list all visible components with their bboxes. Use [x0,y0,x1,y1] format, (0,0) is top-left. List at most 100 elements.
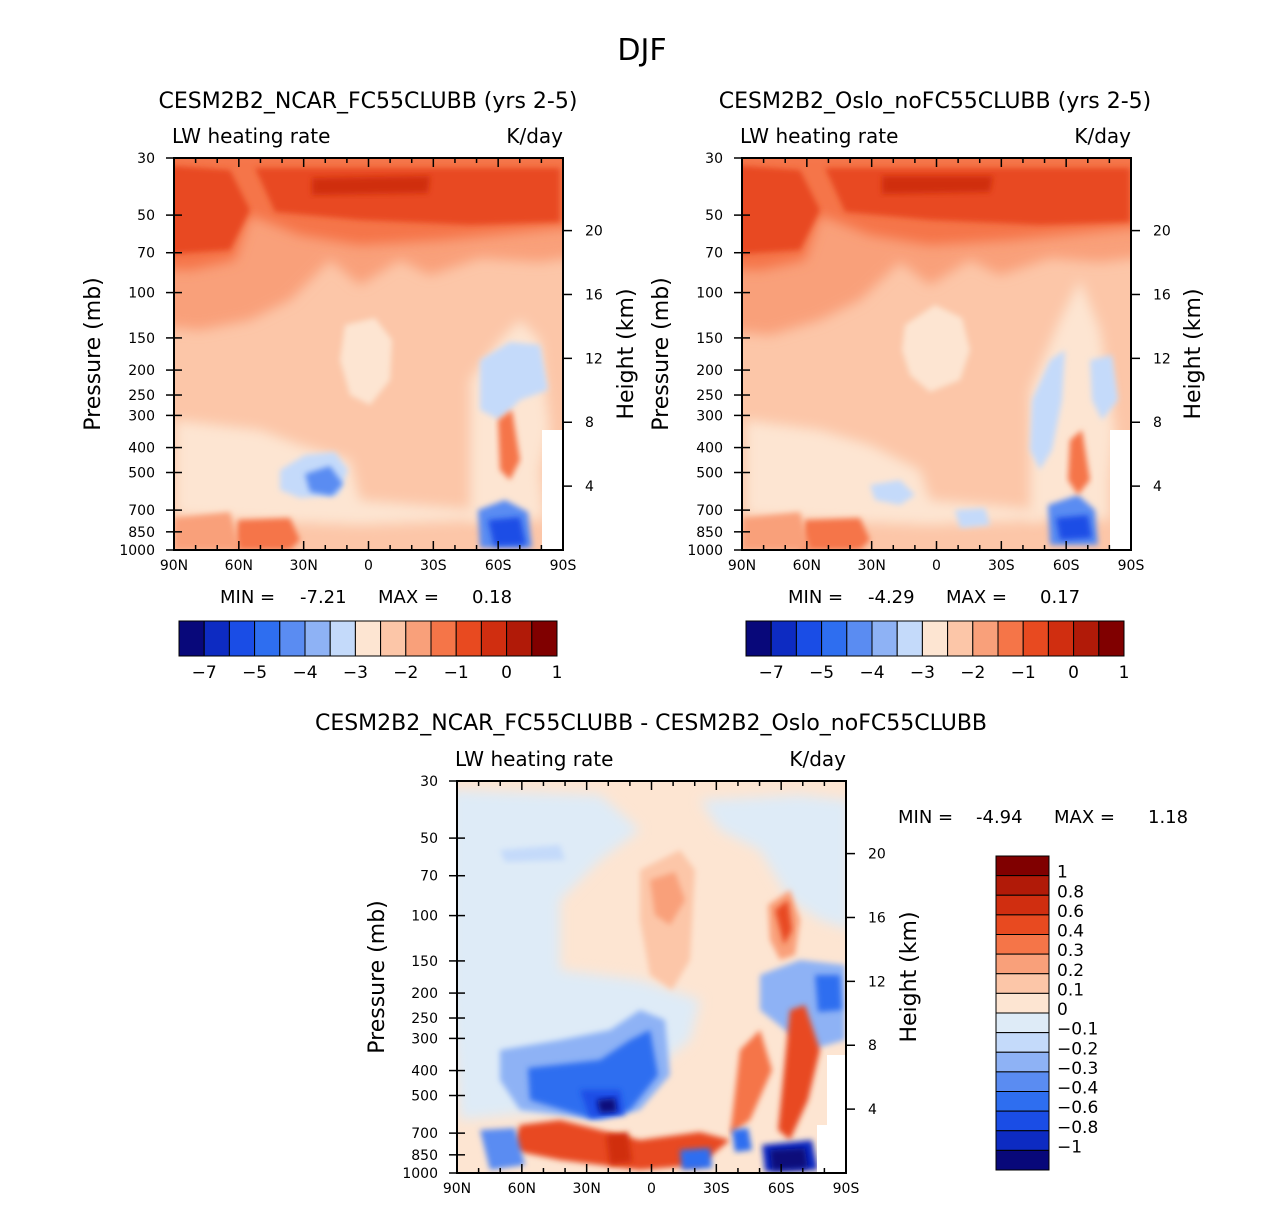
height-tick-label: 12 [585,351,603,367]
panel-b-ylabel-right: Height (km) [1181,288,1206,419]
panel-a-min-label: MIN = [220,587,275,608]
colorbar-box [995,914,1050,935]
x-tick-label: 30N [290,558,318,574]
panel-a-ylabel: Pressure (mb) [81,277,106,431]
y-tick-label: 50 [137,208,155,224]
colorbar-label: −5 [242,663,267,683]
panel-c-red-streak1 [730,1030,772,1135]
colorbar-box [1047,620,1075,657]
panel-b-field [742,158,1131,550]
y-tick-label: 1000 [402,1166,438,1182]
panel-b-sh-red [1068,430,1090,495]
colorbar-label: −0.2 [1057,1039,1098,1059]
y-tick-label: 250 [696,388,723,404]
x-tick-label: 90N [728,558,756,574]
panel-c-sfc-blue1 [480,1128,525,1170]
panel-a: CESM2B2_NCAR_FC55CLUBB (yrs 2-5) LW heat… [81,89,639,683]
colorbar-label: −1 [1011,663,1036,683]
y-tick-label: 100 [411,909,438,925]
colorbar-label: 0.2 [1057,961,1084,981]
colorbar-box [770,620,797,657]
y-tick-label: 50 [705,208,723,224]
x-tick-label: 90S [833,1181,860,1197]
panel-c-title: CESM2B2_NCAR_FC55CLUBB - CESM2B2_Oslo_no… [315,711,987,736]
colorbar-label: 0 [1057,1000,1068,1020]
panel-c-colorbar: 10.80.60.40.30.20.10−0.1−0.2−0.3−0.4−0.6… [995,855,1098,1171]
panel-b-sh-blue2 [1090,355,1118,420]
y-tick-label: 500 [411,1089,438,1105]
x-tick-label: 0 [364,558,373,574]
y-tick-label: 150 [411,954,438,970]
panel-b-max-label: MAX = [946,587,1007,608]
colorbar-box [995,875,1050,896]
colorbar-box [997,620,1024,657]
x-tick-label: 60S [1053,558,1080,574]
panel-b-colorbar: −7 −5 −4 −3 −2 −1 0 1 [745,620,1129,683]
height-tick-label: 16 [1153,287,1171,303]
colorbar-box [254,620,281,657]
y-tick-label: 400 [411,1064,438,1080]
panel-c-top-blue [700,795,846,929]
colorbar-label: 0 [1068,663,1079,683]
panel-b-nh-blue2 [955,508,990,528]
colorbar-box [380,620,407,657]
height-tick-label: 16 [585,287,603,303]
panel-b-htick-labels: 20 16 12 8 4 [1131,224,1171,495]
panel-a-left-label: LW heating rate [172,124,330,148]
panel-a-top-max [312,176,430,195]
y-tick-label: 700 [411,1126,438,1142]
colorbar-label: 0.4 [1057,922,1084,942]
colorbar-box [947,620,974,657]
x-tick-label: 0 [932,558,941,574]
panel-c-sfc-blue2 [680,1148,712,1170]
panel-c-ylabel: Pressure (mb) [365,900,390,1054]
colorbar-label: 0.6 [1057,902,1084,922]
panel-a-sh-sfc-dark [488,517,526,546]
panel-c-missing-b [817,1125,846,1173]
x-tick-label: 90N [443,1181,471,1197]
colorbar-box [354,620,382,657]
colorbar-box [304,620,331,657]
height-tick-label: 20 [585,224,603,240]
panel-a-max-label: MAX = [378,587,439,608]
y-tick-label: 30 [137,151,155,167]
colorbar-box [995,894,1050,916]
colorbar-label: −0.6 [1057,1098,1098,1118]
panel-c-xticks: 90N 60N 30N 0 30S 60S 90S [443,781,860,1197]
panel-b-ylabel: Pressure (mb) [649,277,674,431]
y-tick-label: 100 [696,286,723,302]
panel-c-low-blue2 [528,1030,658,1118]
panel-b: CESM2B2_Oslo_noFC55CLUBB (yrs 2-5) LW he… [649,89,1206,683]
colorbar-box [995,1130,1050,1151]
panel-a-sh-blue [480,342,548,420]
colorbar-box [995,973,1050,994]
colorbar-box [995,992,1050,1014]
y-tick-label: 850 [128,525,155,541]
panel-b-left-label: LW heating rate [740,124,898,148]
panel-a-mid-light [340,318,392,405]
colorbar-label: −0.1 [1057,1020,1098,1040]
y-tick-label: 500 [696,466,723,482]
y-tick-label: 700 [128,503,155,519]
panel-b-sfc-red [800,518,870,550]
x-tick-label: 30N [858,558,886,574]
y-tick-label: 100 [128,286,155,302]
colorbar-box [203,620,230,657]
colorbar-box [1098,620,1125,657]
panel-c-max-value: 1.18 [1148,807,1188,828]
panel-a-blue-blob [305,466,343,496]
colorbar-label: −7 [192,663,217,683]
panel-c-sh-blue3 [732,1128,752,1152]
colorbar-box [1073,620,1100,657]
colorbar-label: −7 [759,663,784,683]
colorbar-box [430,620,457,657]
height-tick-label: 4 [1153,479,1162,495]
panel-a-ylabel-right: Height (km) [614,288,639,419]
y-tick-label: 70 [705,246,723,262]
colorbar-label: −3 [343,663,368,683]
panel-b-top-max [882,176,993,194]
y-tick-label: 150 [128,331,155,347]
colorbar-label: −4 [292,663,317,683]
colorbar-label: −1 [1057,1137,1082,1157]
colorbar-box [995,1012,1050,1034]
